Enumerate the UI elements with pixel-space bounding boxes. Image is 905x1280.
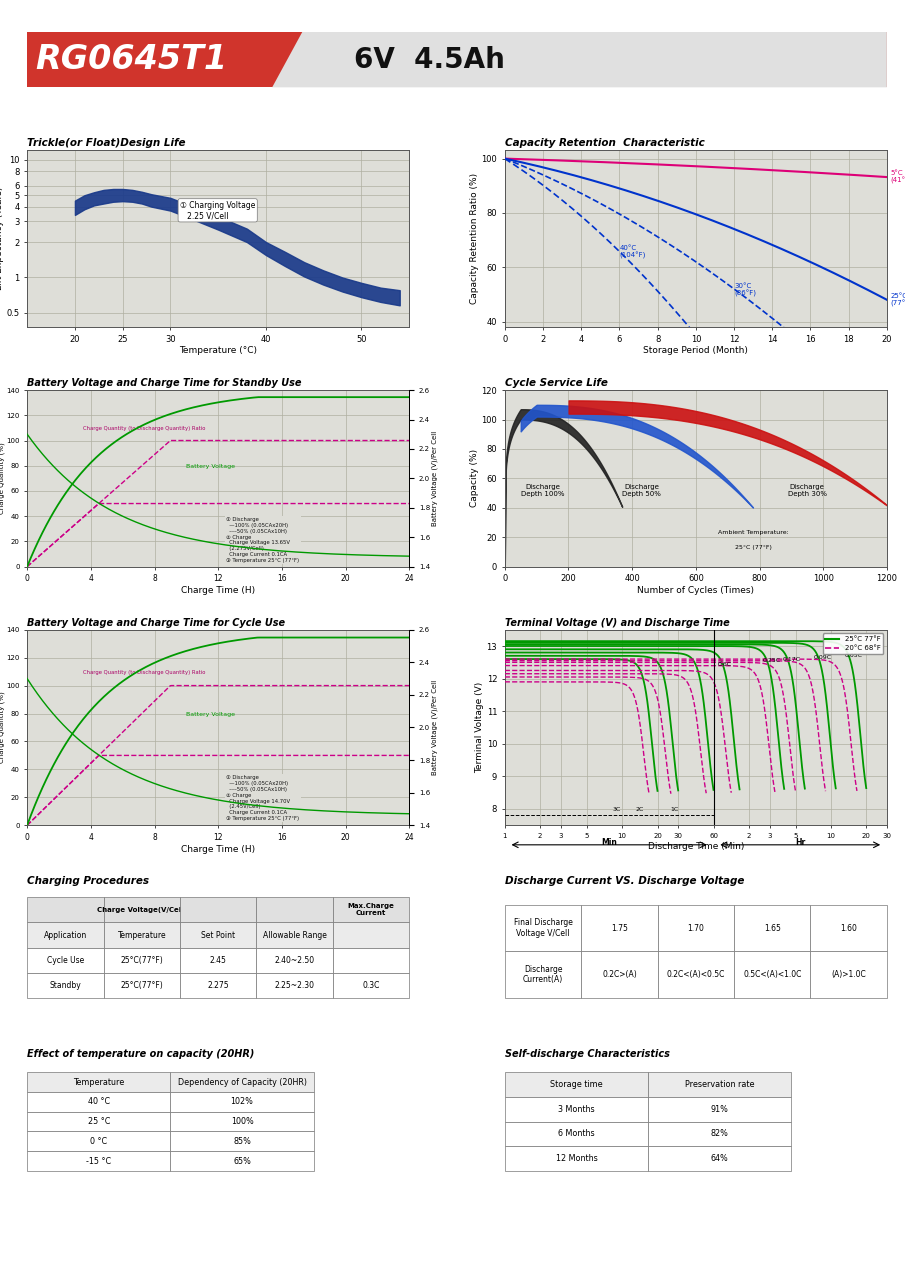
Y-axis label: Charge Quantity (%): Charge Quantity (%) [0,443,5,515]
Text: Min: Min [601,838,617,847]
Polygon shape [272,32,887,87]
Text: ① Discharge
  —100% (0.05CAx20H)
  ----50% (0.05CAx10H)
② Charge
  Charge Voltag: ① Discharge —100% (0.05CAx20H) ----50% (… [226,776,300,820]
Text: 0.05C: 0.05C [844,653,862,658]
Text: 0.6C: 0.6C [718,662,732,667]
Text: 0.17C: 0.17C [783,657,801,662]
Text: 6V  4.5Ah: 6V 4.5Ah [354,46,505,74]
Text: Charge Quantity (to Discharge Quantity) Ratio: Charge Quantity (to Discharge Quantity) … [83,671,205,676]
Text: Discharge Current VS. Discharge Voltage: Discharge Current VS. Discharge Voltage [505,877,744,886]
Y-axis label: Terminal Voltage (V): Terminal Voltage (V) [475,682,484,773]
Text: Battery Voltage and Charge Time for Standby Use: Battery Voltage and Charge Time for Stan… [27,378,301,388]
Text: Charge Quantity (to Discharge Quantity) Ratio: Charge Quantity (to Discharge Quantity) … [83,426,205,431]
Text: Ambient Temperature:: Ambient Temperature: [718,530,788,535]
Text: 0.09C: 0.09C [814,655,832,660]
Text: 2C: 2C [635,806,643,812]
Text: Battery Voltage and Charge Time for Cycle Use: Battery Voltage and Charge Time for Cycl… [27,617,285,627]
Text: Discharge
Depth 100%: Discharge Depth 100% [521,484,565,498]
X-axis label: Charge Time (H): Charge Time (H) [181,586,255,595]
Text: Battery Voltage: Battery Voltage [186,712,235,717]
Text: Self-discharge Characteristics: Self-discharge Characteristics [505,1050,670,1059]
X-axis label: Temperature (°C): Temperature (°C) [179,347,257,356]
X-axis label: Storage Period (Month): Storage Period (Month) [643,347,748,356]
Text: Effect of temperature on capacity (20HR): Effect of temperature on capacity (20HR) [27,1050,254,1059]
X-axis label: Number of Cycles (Times): Number of Cycles (Times) [637,586,755,595]
Text: 5°C
(41°F): 5°C (41°F) [891,170,905,184]
Text: Charge
Current: Charge Current [266,791,289,809]
Text: RG0645T1: RG0645T1 [36,44,228,77]
Y-axis label: Battery Voltage (V)/Per Cell: Battery Voltage (V)/Per Cell [432,680,438,776]
Y-axis label: Battery Voltage (V)/Per Cell: Battery Voltage (V)/Per Cell [432,430,438,526]
Text: 0.25C: 0.25C [762,658,780,663]
X-axis label: Charge Time (H): Charge Time (H) [181,845,255,854]
Text: 30°C
(86°F): 30°C (86°F) [734,283,756,297]
Y-axis label: Charge Quantity (%): Charge Quantity (%) [0,691,5,763]
Text: Charge
Current: Charge Current [266,534,289,553]
Text: ① Charging Voltage
   2.25 V/Cell: ① Charging Voltage 2.25 V/Cell [180,201,255,220]
Text: Terminal Voltage (V) and Discharge Time: Terminal Voltage (V) and Discharge Time [505,617,729,627]
Text: Battery Voltage: Battery Voltage [186,465,235,470]
Text: Capacity Retention  Characteristic: Capacity Retention Characteristic [505,138,704,148]
Text: 1C: 1C [671,806,679,812]
Y-axis label: Capacity (%): Capacity (%) [470,449,479,507]
Text: 40°C
(104°F): 40°C (104°F) [619,244,646,260]
X-axis label: Discharge Time (Min): Discharge Time (Min) [648,842,744,851]
Text: 3C: 3C [613,806,621,812]
Text: ① Discharge
  —100% (0.05CAx20H)
  ----50% (0.05CAx10H)
② Charge
  Charge Voltag: ① Discharge —100% (0.05CAx20H) ----50% (… [226,517,300,563]
Text: Hr: Hr [795,838,805,847]
Legend: 25°C 77°F, 20°C 68°F: 25°C 77°F, 20°C 68°F [823,634,883,654]
Text: 25°C (77°F): 25°C (77°F) [735,545,772,550]
Text: 25°C
(77°F): 25°C (77°F) [891,293,905,307]
Text: Charging Procedures: Charging Procedures [27,877,149,886]
Text: Discharge
Depth 30%: Discharge Depth 30% [787,484,827,498]
Text: Cycle Service Life: Cycle Service Life [505,378,607,388]
Y-axis label: Lift Expectancy (Years): Lift Expectancy (Years) [0,187,4,291]
Text: Trickle(or Float)Design Life: Trickle(or Float)Design Life [27,138,186,148]
Text: Discharge
Depth 50%: Discharge Depth 50% [623,484,662,498]
Y-axis label: Capacity Retention Ratio (%): Capacity Retention Ratio (%) [470,173,479,305]
